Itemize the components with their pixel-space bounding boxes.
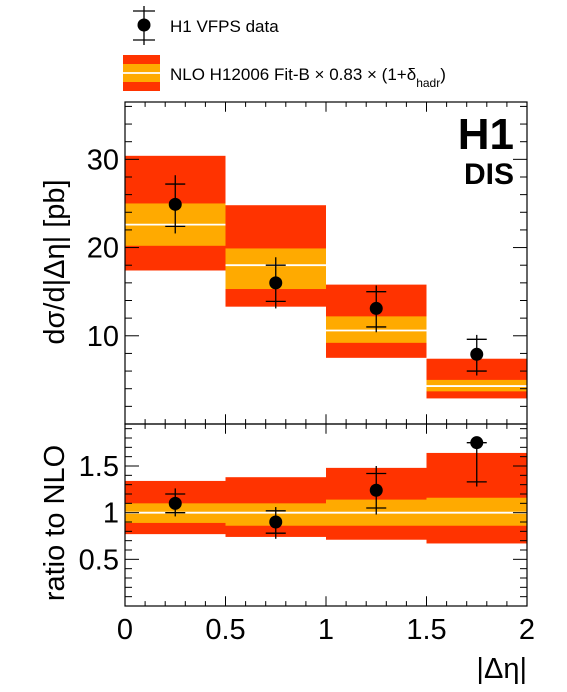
- legend-data-marker: [133, 6, 155, 45]
- top-ytick-label-1: 20: [87, 233, 119, 265]
- x-tick-label-1: 0.5: [205, 614, 245, 646]
- top-data-point-2: [369, 301, 383, 315]
- x-tick-label-2: 1: [318, 614, 334, 646]
- ratio-panel: 0.5 1 1.5 0 0.5 1 1.5 2: [79, 423, 535, 646]
- cross-section-panel: 10 20 30: [87, 101, 528, 425]
- legend-nlo-label-main: NLO H12006 Fit-B × 0.83 × (1+δ: [170, 65, 416, 84]
- top-data-point-3: [470, 347, 484, 361]
- ratio-data-point-0: [168, 496, 182, 510]
- ratio-ytick-label-1: 1: [103, 498, 119, 530]
- legend-nlo-label-sub: hadr: [416, 76, 440, 90]
- ratio-data-point-3: [470, 436, 484, 450]
- top-ytick-label-2: 30: [87, 144, 119, 176]
- legend-nlo-label: NLO H12006 Fit-B × 0.83 × (1+δhadr): [170, 65, 446, 90]
- logo-experiment: H1: [458, 110, 514, 159]
- ratio-data-point-1: [269, 515, 283, 529]
- top-ylabel: dσ/d|Δη| [pb]: [39, 179, 71, 344]
- ratio-ytick-label-0: 0.5: [79, 544, 119, 576]
- legend-data-label: H1 VFPS data: [170, 17, 279, 36]
- top-ytick-label-0: 10: [87, 321, 119, 353]
- top-data-point-1: [269, 276, 283, 290]
- top-data-point-0: [168, 197, 182, 211]
- ratio-ytick-label-2: 1.5: [79, 451, 119, 483]
- x-axis-label: |Δη|: [476, 653, 527, 685]
- x-tick-label-0: 0: [117, 614, 133, 646]
- ratio-data-point-2: [369, 483, 383, 497]
- ratio-inner-band-3: [426, 497, 527, 526]
- logo-process: DIS: [464, 158, 514, 191]
- bottom-ylabel: ratio to NLO: [39, 445, 71, 601]
- legend-nlo-swatch: [123, 55, 160, 91]
- legend-nlo-label-close: ): [440, 65, 446, 84]
- x-tick-label-3: 1.5: [406, 614, 446, 646]
- legend: H1 VFPS data NLO H12006 Fit-B × 0.83 × (…: [123, 6, 446, 91]
- x-tick-label-4: 2: [519, 614, 535, 646]
